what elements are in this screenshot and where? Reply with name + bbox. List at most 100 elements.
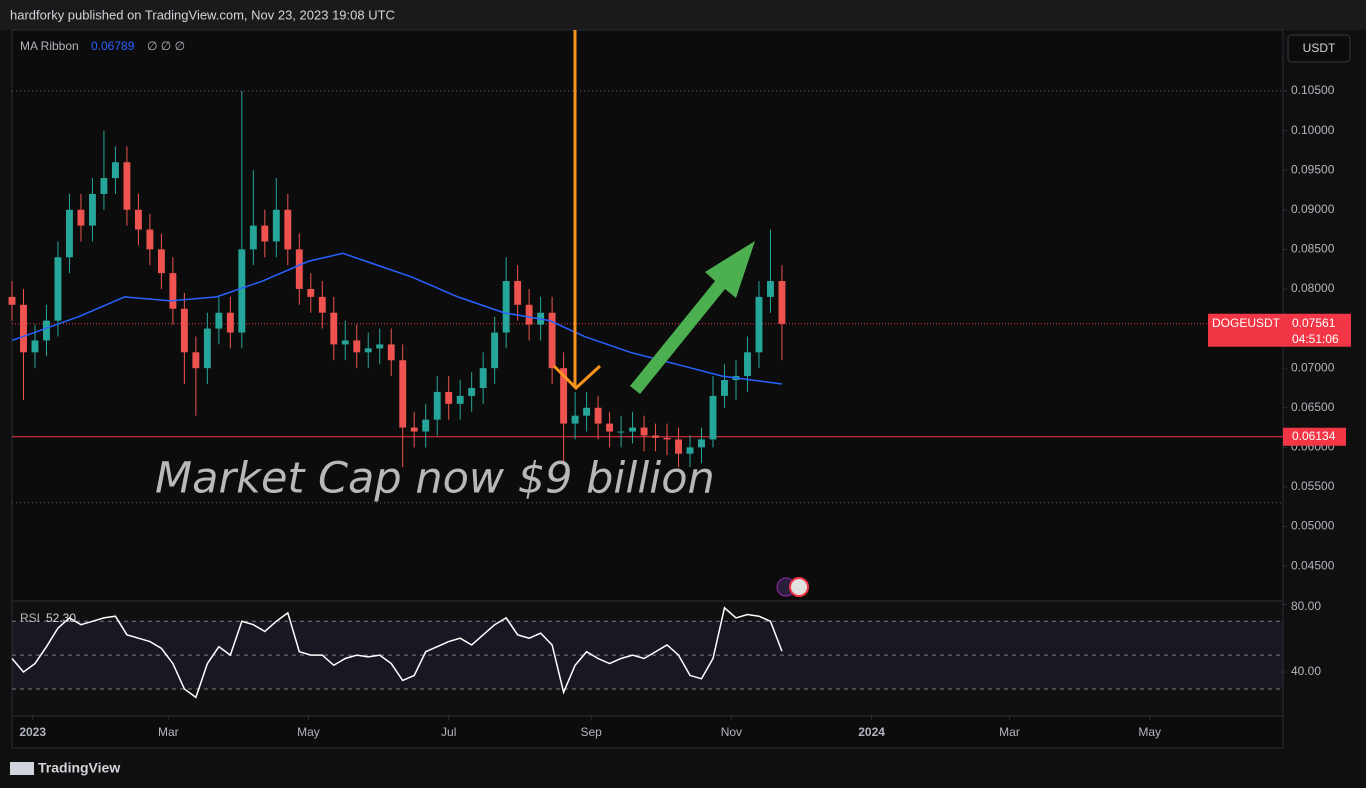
header-text: hardforky published on TradingView.com, … <box>10 7 395 22</box>
candle-body <box>77 209 85 226</box>
candle-body <box>123 162 131 210</box>
y-tick-label: 0.07000 <box>1291 360 1335 374</box>
candle-body <box>307 288 315 297</box>
candle-body <box>387 344 395 361</box>
candle-body <box>445 391 453 404</box>
ma-legend-name: MA Ribbon <box>20 39 79 53</box>
candle-body <box>330 312 338 345</box>
candle-body <box>709 395 717 440</box>
candle-body <box>755 296 763 353</box>
y-tick-label: 0.10500 <box>1291 83 1335 97</box>
header-bar <box>0 0 1366 30</box>
candle-body <box>629 427 637 432</box>
candle-body <box>376 344 384 349</box>
x-tick-label: Sep <box>581 725 603 739</box>
support-label: 0.06134 <box>1292 429 1336 443</box>
rsi-legend-value: 52.30 <box>46 611 76 625</box>
candle-body <box>249 225 257 250</box>
candle-body <box>295 249 303 289</box>
x-tick-label: May <box>297 725 320 739</box>
candle-body <box>238 249 246 333</box>
candle-body <box>663 437 671 440</box>
flag-icon[interactable] <box>789 577 809 597</box>
candle-body <box>433 391 441 420</box>
x-tick-label: Mar <box>158 725 179 739</box>
candle-body <box>169 273 177 309</box>
candle-body <box>548 312 556 369</box>
candle-body <box>43 320 50 341</box>
candle-body <box>571 415 579 424</box>
y-tick-label: 0.04500 <box>1291 558 1335 572</box>
y-tick-label: 0.09500 <box>1291 162 1335 176</box>
y-tick-label: 0.09000 <box>1291 202 1335 216</box>
rsi-legend-name: RSI <box>20 611 40 625</box>
candle-body <box>525 304 533 325</box>
candle-body <box>226 312 234 333</box>
candle-body <box>583 407 591 416</box>
candle-body <box>399 360 407 428</box>
candle-body <box>261 225 269 242</box>
candle-body <box>560 368 568 424</box>
currency-button[interactable] <box>1287 34 1351 63</box>
last-symbol: DOGEUSDT <box>1212 316 1281 330</box>
support-badge <box>1283 427 1346 446</box>
footer-logo[interactable]: TradingView <box>38 760 120 776</box>
rsi-line <box>11 606 783 699</box>
y-tick-label: 0.06500 <box>1291 400 1335 414</box>
candle-body <box>66 209 73 258</box>
y-tick-label: 0.10000 <box>1291 123 1335 137</box>
candle-body <box>640 427 648 436</box>
y-tick-label: 0.05000 <box>1291 519 1335 533</box>
candle-body <box>318 296 326 313</box>
candle-body <box>20 304 27 353</box>
marks: 0.045000.050000.055000.060000.065000.070… <box>8 83 1346 739</box>
candle-body <box>767 281 774 297</box>
x-tick-label: 2024 <box>858 725 885 739</box>
x-tick-label: Jul <box>441 725 456 739</box>
annotation: Market Cap now $9 billion <box>155 454 715 504</box>
rsi-tick-label: 40.00 <box>1291 664 1321 678</box>
candle-body <box>721 380 728 396</box>
candle-body <box>8 296 16 305</box>
candle-body <box>778 281 786 324</box>
candle-body <box>146 229 154 250</box>
candle-body <box>468 387 476 396</box>
rsi-tick-label: 80.00 <box>1291 599 1321 613</box>
candle-body <box>100 178 108 194</box>
y-tick-label: 0.05500 <box>1291 479 1335 493</box>
y-tick-label: 0.08500 <box>1291 242 1335 256</box>
last-price-label: 0.07561 <box>1292 316 1336 330</box>
candle-body <box>675 439 682 454</box>
candle-body <box>31 340 39 353</box>
x-tick-label: Mar <box>999 725 1020 739</box>
ma-legend-extra: ∅ ∅ ∅ <box>147 39 185 53</box>
ma-line <box>11 252 783 385</box>
candle-body <box>111 162 119 179</box>
candle-body <box>686 447 694 454</box>
candle-body <box>594 407 602 424</box>
countdown: 04:51:06 <box>1292 332 1339 346</box>
candle-body <box>502 281 510 333</box>
up-arrow <box>630 241 755 394</box>
candle-body <box>54 257 62 321</box>
candle-body <box>744 352 751 377</box>
x-tick-label: May <box>1138 725 1161 739</box>
candle-body <box>284 209 292 250</box>
x-tick-label: 2023 <box>19 725 46 739</box>
candle-body <box>491 332 499 369</box>
logo-mark <box>10 762 34 775</box>
down-arrow-head <box>552 364 602 391</box>
candle-body <box>652 435 659 438</box>
candle-body <box>272 209 280 242</box>
y-tick-label: 0.08000 <box>1291 281 1335 295</box>
candle-body <box>215 312 223 329</box>
candle-body <box>514 281 522 305</box>
candle-body <box>410 427 418 432</box>
last-price-badge <box>1208 313 1351 347</box>
currency-label: USDT <box>1303 41 1336 55</box>
candle-body <box>203 328 211 369</box>
candle-body <box>479 368 487 388</box>
x-tick-label: Nov <box>721 725 742 739</box>
ma-legend-value: 0.06789 <box>91 39 135 53</box>
candle-body <box>364 348 372 353</box>
